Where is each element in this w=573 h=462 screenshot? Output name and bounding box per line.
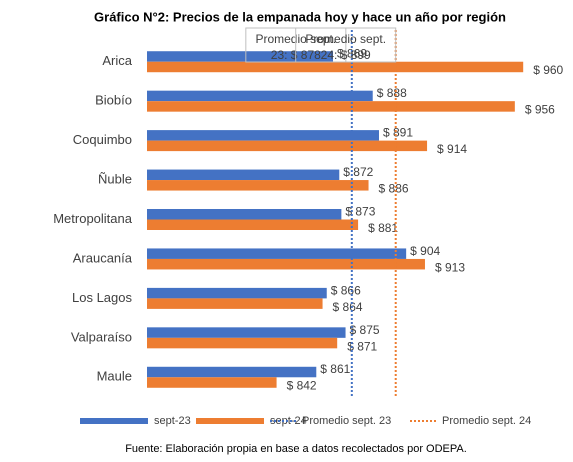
bar: [147, 258, 425, 270]
category-label: Araucanía: [73, 250, 133, 265]
bar: [147, 140, 428, 152]
bar: [147, 366, 317, 378]
value-label: $ 872: [343, 165, 373, 179]
bar: [147, 51, 334, 62]
category-label: Valparaíso: [71, 329, 132, 344]
bar: [147, 298, 323, 309]
annotation-text: 24: $ 899: [321, 48, 371, 62]
category-label: Los Lagos: [72, 290, 132, 305]
category-label: Biobío: [95, 93, 132, 108]
bar: [147, 327, 346, 338]
bar: [147, 287, 327, 299]
source-note: Fuente: Elaboración propia en base a dat…: [125, 443, 467, 455]
value-label: $ 913: [435, 260, 465, 274]
value-label: $ 881: [368, 221, 398, 235]
value-label: $ 956: [525, 103, 555, 117]
bar: [147, 209, 342, 220]
bar: [147, 219, 359, 230]
annotation-text: Promedio sept.: [305, 32, 386, 46]
legend-label: Promedio sept. 24: [442, 415, 531, 427]
value-label: $ 869: [337, 47, 367, 61]
category-label: Coquimbo: [73, 132, 132, 147]
bar: [147, 101, 515, 112]
bar: [147, 130, 379, 141]
annotation-box: [295, 27, 397, 63]
bar: [147, 169, 340, 181]
value-label: $ 888: [377, 86, 407, 100]
category-label: Maule: [97, 369, 132, 384]
value-label: $ 875: [350, 323, 380, 337]
bar: [147, 180, 369, 191]
value-label: $ 861: [320, 362, 350, 376]
value-label: $ 904: [410, 244, 440, 258]
legend-label: sept-24: [270, 415, 307, 427]
bar: [147, 248, 407, 259]
value-label: $ 873: [345, 204, 375, 218]
value-label: $ 886: [379, 181, 409, 195]
chart-title: Gráfico N°2: Precios de la empanada hoy …: [94, 9, 506, 24]
value-label: $ 914: [437, 142, 467, 156]
legend-swatch: [80, 418, 148, 424]
value-label: $ 866: [331, 283, 361, 297]
legend-label: Promedio sept. 23: [302, 415, 391, 427]
bar: [147, 61, 524, 73]
value-label: $ 842: [287, 379, 317, 393]
value-label: $ 871: [347, 339, 377, 353]
bar: [147, 377, 277, 388]
category-label: Arica: [102, 53, 132, 68]
legend-label: sept-23: [154, 415, 191, 427]
bar: [147, 337, 338, 349]
bar: [147, 90, 373, 102]
legend-swatch: [196, 418, 264, 424]
category-label: Ñuble: [98, 171, 132, 186]
value-label: $ 960: [533, 63, 563, 77]
value-label: $ 864: [333, 300, 363, 314]
category-label: Metropolitana: [53, 211, 133, 226]
value-label: $ 891: [383, 126, 413, 140]
